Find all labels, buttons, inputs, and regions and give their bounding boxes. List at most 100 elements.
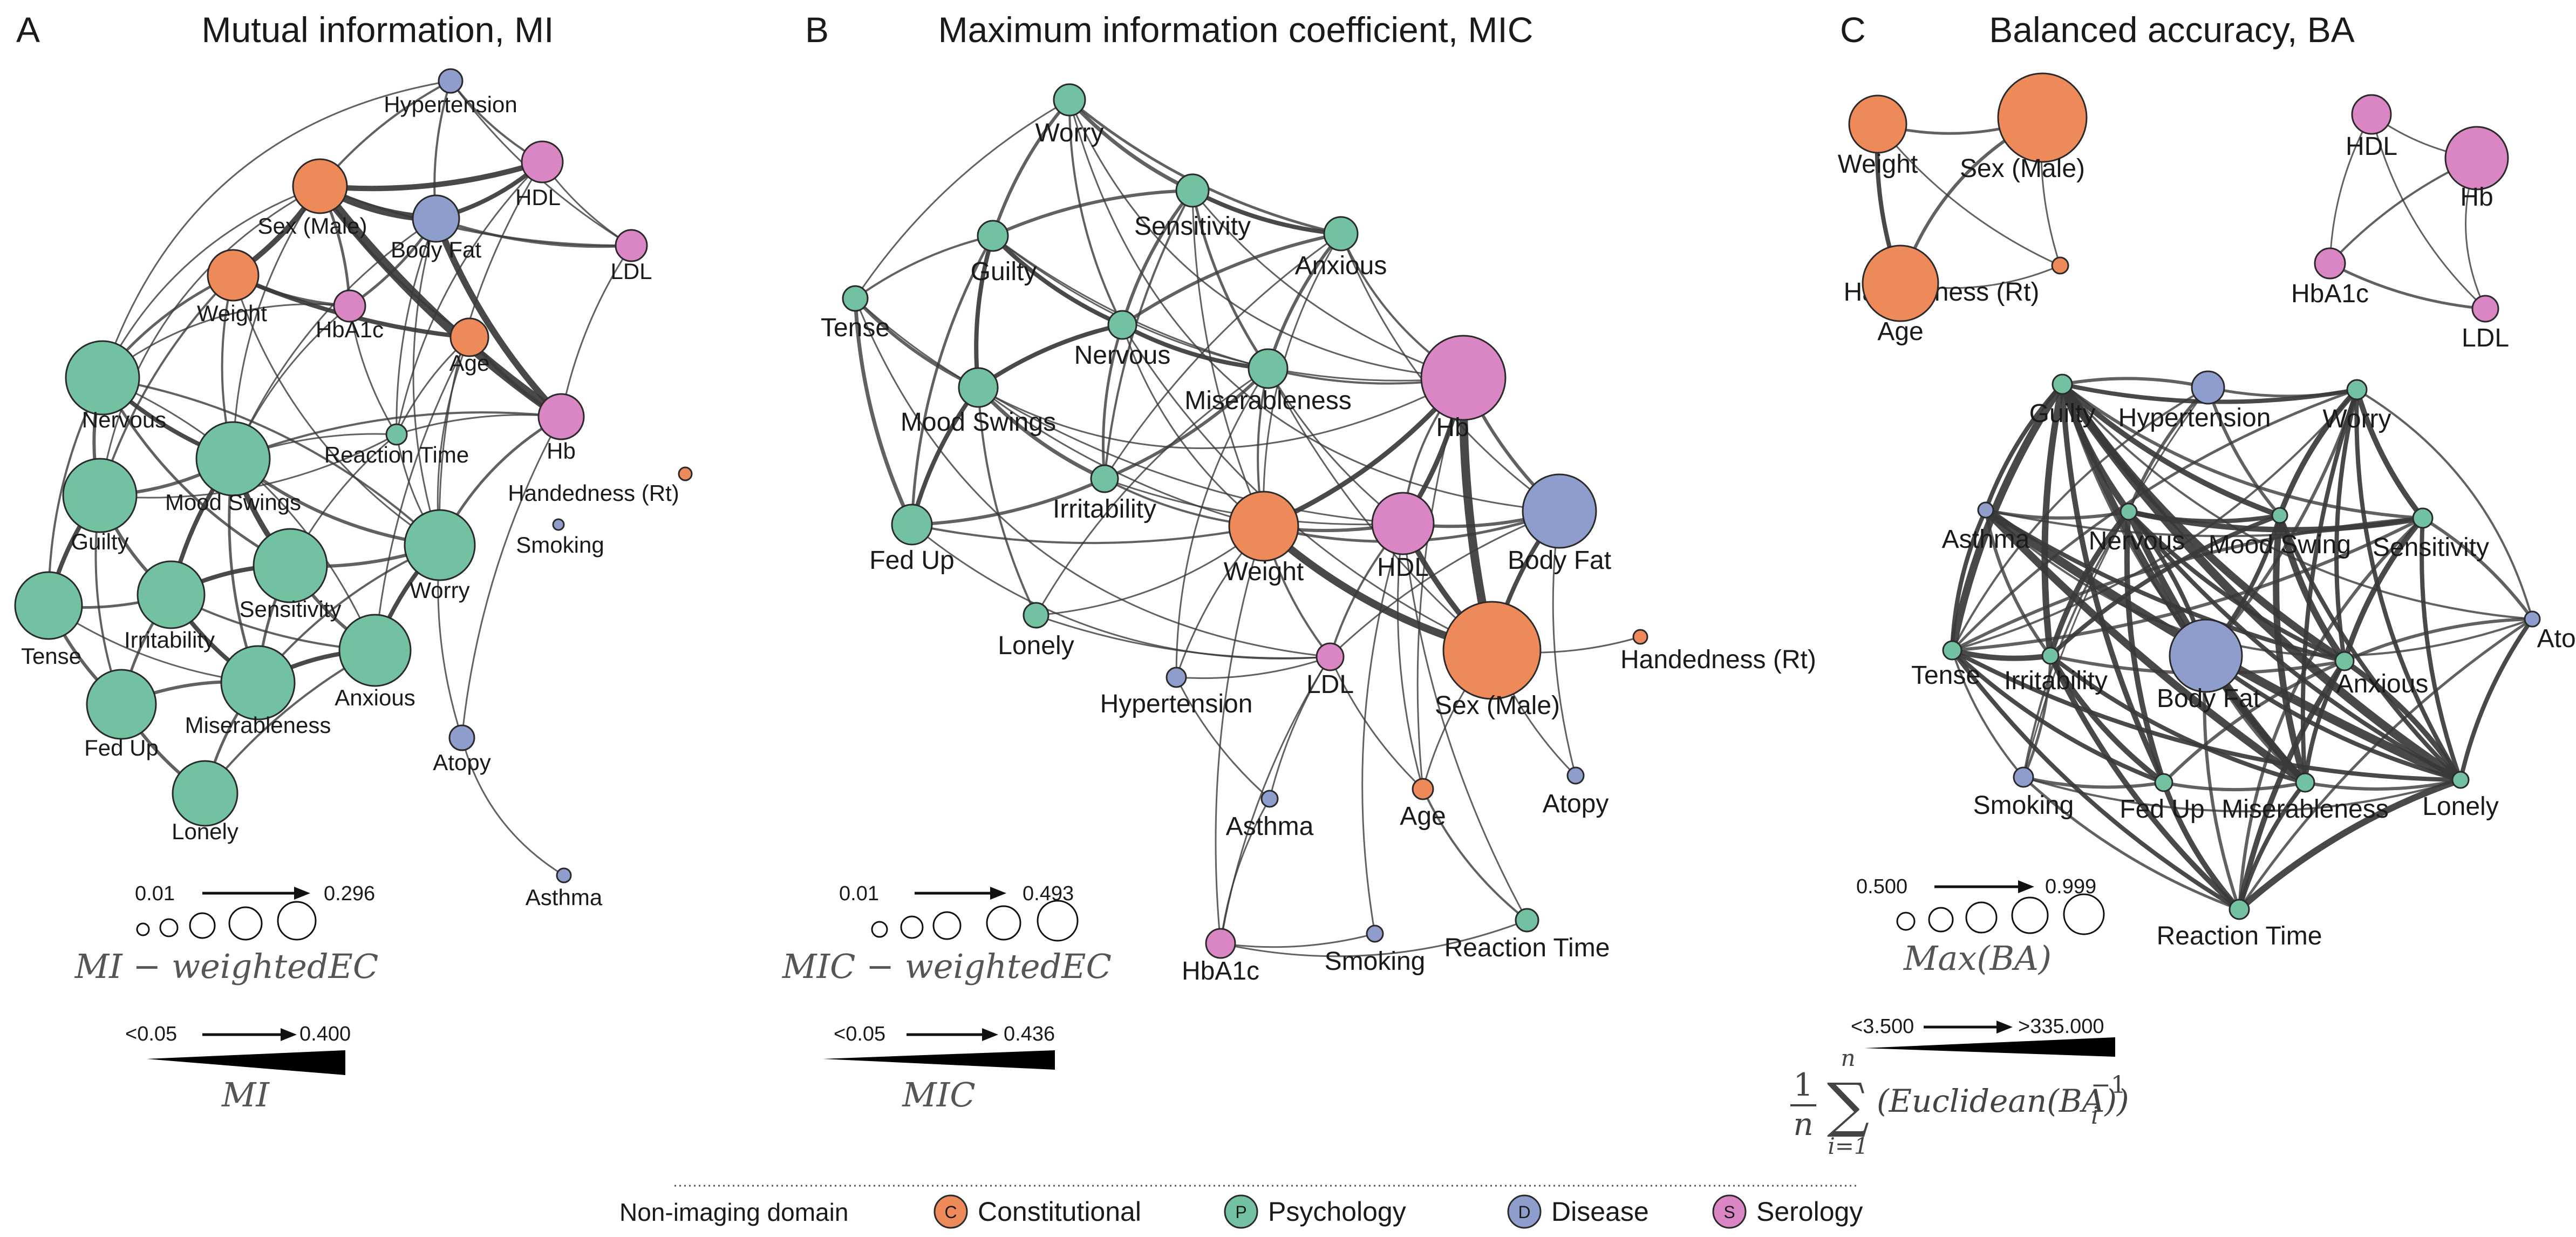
node-label: Sensitivity <box>239 596 341 622</box>
node-mood-swings: Mood Swings <box>901 367 1056 437</box>
edge-hba1c-ldl <box>2328 262 2487 310</box>
edge-atopy-lonely <box>2458 617 2534 782</box>
node-ldl: LDL <box>610 229 652 284</box>
panel-a-size-label: MI − weightedEC <box>74 947 379 986</box>
node-hdl: HDL <box>1371 492 1435 582</box>
node-label: Sex (Male) <box>1435 691 1560 720</box>
node-smoking: Smoking <box>516 518 604 558</box>
legend-label: Constitutional <box>978 1197 1141 1227</box>
panel-c-letter: C <box>1840 10 1866 50</box>
legend-title: Non-imaging domain <box>619 1198 848 1226</box>
node-label: Irritability <box>124 627 215 653</box>
node-atopy: Atopy <box>433 724 491 775</box>
edge-asthma-hba1c <box>1219 798 1271 944</box>
node-hba1c: HbA1c <box>316 289 384 342</box>
legend-swatch-letter: P <box>1235 1202 1246 1222</box>
panel-c-nodes: Weight Sex (Male)Handedness (Rt)AgeHDLHbH… <box>1838 72 2576 950</box>
node-label: Lonely <box>998 631 1074 660</box>
edge-anxious-nervous <box>1121 232 1342 327</box>
node-weight: Weight <box>1838 94 1918 179</box>
edge-hypertension-nervous <box>101 80 452 379</box>
node-label: Anxious <box>2336 670 2429 698</box>
edge-hba1c-reaction-time <box>1219 919 1528 957</box>
node-fed-up: Fed Up <box>84 669 159 760</box>
edge-body-fat-worry <box>2204 388 2359 657</box>
node-label: Tense <box>821 314 890 342</box>
node-label: Lonely <box>2422 792 2498 821</box>
node-circle <box>1248 348 1289 389</box>
edge-hb-atopy <box>461 416 562 739</box>
node-body-fat: Body Fat <box>391 194 481 262</box>
edge-fed-up-miserableness <box>2162 781 2307 792</box>
edge-hdl-reaction-time <box>396 161 543 436</box>
node-circle <box>2346 379 2368 400</box>
edge-nervous-mood-swings <box>976 323 1125 390</box>
node-label: Body Fat <box>2157 684 2260 713</box>
edge-mood-swings-lonely <box>977 386 1037 616</box>
node-label: Worry <box>410 577 469 603</box>
node-label: Atopy <box>2537 624 2576 653</box>
node-label: Smoking <box>1325 947 1426 976</box>
node-asthma: Asthma <box>526 867 603 910</box>
node-label: Reaction Time <box>2157 922 2322 950</box>
legend-swatch <box>1507 1194 1542 1229</box>
edge-sensitivity-reaction-time <box>2238 516 2424 911</box>
panel-a-node-size-scale: 0.01 0.296 MI − weightedEC <box>74 882 379 986</box>
node-circle <box>678 466 693 481</box>
legend-label: Psychology <box>1268 1197 1406 1227</box>
legend-item-serology: S Serology <box>1712 1194 1863 1229</box>
edge-guilty-nervous <box>991 234 1125 327</box>
edge-mood-swing-irritability <box>2048 513 2282 658</box>
node-lonely: Lonely <box>998 602 1074 660</box>
edge-sensitivity-miserableness <box>1191 189 1270 370</box>
edge-asthma-atopy <box>1985 509 2533 657</box>
panel-b-network: Worry Sensitivity Guilty Anxious Tense Nervou… <box>821 83 1816 985</box>
panel-c-edge-width-scale: <3.500 >335.000 1 n n ∑ i=1 (Euclidean(B… <box>1790 1015 2129 1159</box>
panel-c-network: Weight Sex (Male)Handedness (Rt)AgeHDLHbH… <box>1838 72 2576 950</box>
legend-item-disease: D Disease <box>1507 1194 1649 1229</box>
node-lonely: Lonely <box>2422 771 2499 821</box>
panel-b-nodes: Worry Sensitivity Guilty Anxious Tense Nervou… <box>821 83 1816 985</box>
node-guilty: Guilty <box>62 458 138 554</box>
panel-a-edge-max: 0.400 <box>299 1023 351 1045</box>
edge-weight-handedness-rt <box>1877 123 2061 267</box>
node-smoking: Smoking <box>1973 766 2074 820</box>
node-reaction-time: Reaction Time <box>324 423 469 467</box>
node-miserableness: Miserableness <box>1184 348 1352 415</box>
edge-sex-male-age <box>319 185 471 338</box>
edge-atopy-anxious <box>2343 617 2534 663</box>
node-label: Lonely <box>172 819 238 844</box>
edge-worry-sensitivity <box>2354 387 2425 521</box>
node-label: Fed Up <box>84 735 159 760</box>
edge-irritability-reaction-time <box>2048 653 2242 912</box>
node-label: Hb <box>2460 183 2493 212</box>
panel-b-size-min: 0.01 <box>839 882 879 905</box>
node-age: Age <box>1862 244 1939 346</box>
node-label: Handedness (Rt) <box>1620 645 1816 674</box>
node-anxious: Anxious <box>2334 651 2429 698</box>
node-circle <box>2444 126 2509 191</box>
node-worry: Worry <box>2322 379 2391 433</box>
node-label: Hb <box>1436 413 1469 442</box>
edge-sensitivity-tense <box>1951 516 2424 652</box>
node-circle <box>1166 667 1187 688</box>
node-label: LDL <box>2462 324 2509 352</box>
edge-guilty-tense <box>854 235 994 300</box>
node-label: Asthma <box>1942 525 2030 554</box>
edge-weight-worry <box>232 274 441 546</box>
node-circle <box>195 421 271 497</box>
node-label: Weight <box>1224 558 1304 586</box>
node-tense: Tense <box>821 285 890 342</box>
panel-c-title: Balanced accuracy, BA <box>1989 10 2354 50</box>
node-circle <box>1977 501 1994 519</box>
node-ldl: LDL <box>1306 642 1354 699</box>
node-label: Fed Up <box>869 546 954 575</box>
node-miserableness: Miserableness <box>185 645 331 738</box>
legend-item-psychology: P Psychology <box>1224 1194 1406 1229</box>
node-atopy: Atopy <box>2524 610 2576 653</box>
node-label: Tense <box>1911 661 1980 690</box>
node-worry: Worry <box>404 509 476 603</box>
node-irritability: Irritability <box>1053 464 1156 524</box>
node-nervous: Nervous <box>65 340 166 432</box>
